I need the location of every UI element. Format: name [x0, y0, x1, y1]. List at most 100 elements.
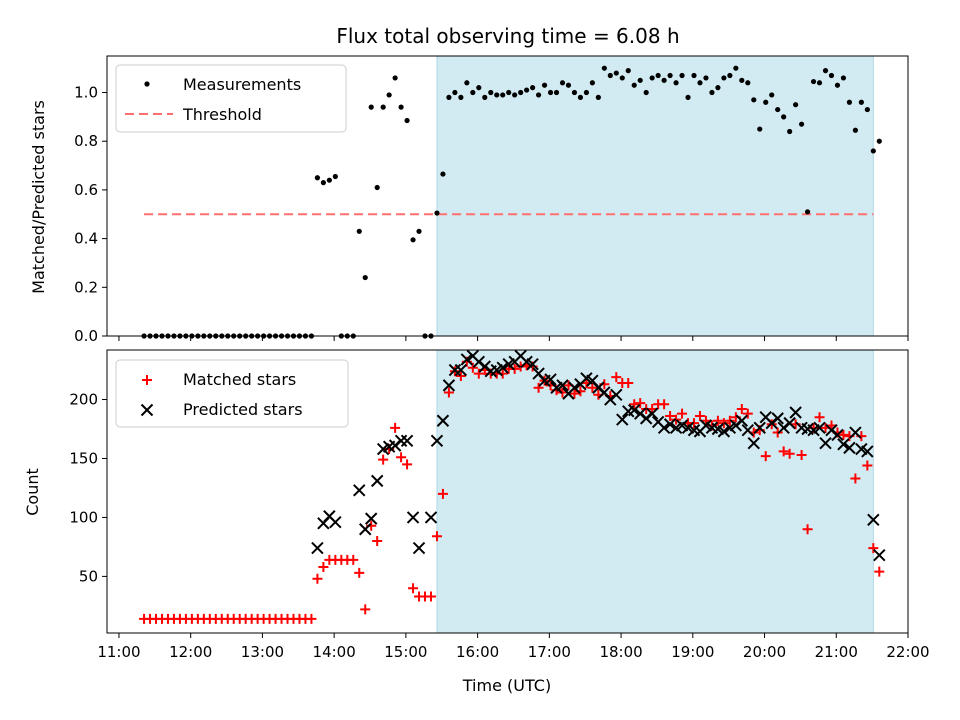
top-ytick-label: 0.2	[74, 278, 98, 296]
measurement-point	[464, 80, 470, 86]
measurement-point	[810, 78, 817, 85]
matched-star-point	[348, 554, 359, 565]
bottom-legend: Matched stars Predicted stars	[115, 359, 349, 428]
matched-star-point	[354, 567, 365, 578]
measurement-point	[613, 70, 619, 76]
matched-star-point	[796, 449, 807, 460]
legend-predicted-marker	[140, 403, 154, 417]
matched-star-point	[874, 566, 885, 577]
xtick-label: 13:00	[241, 643, 284, 661]
predicted-star-point	[442, 379, 456, 392]
predicted-star-point	[645, 407, 659, 420]
measurement-point	[757, 126, 763, 132]
top-ytick-label: 1.0	[74, 84, 98, 102]
xtick-label: 11:00	[97, 643, 140, 661]
legend-predicted-label: Predicted stars	[183, 400, 303, 419]
matched-star-point	[587, 382, 598, 393]
measurement-point	[816, 80, 823, 86]
top-axis-ticks: 0.0 0.2 0.4 0.6 0.8 1.0	[74, 84, 909, 345]
observing-window-span	[436, 349, 874, 634]
predicted-star-point	[789, 406, 802, 419]
matched-stars-series	[139, 356, 885, 624]
measurement-point	[673, 80, 679, 86]
predicted-star-point	[526, 357, 539, 371]
top-ylabel: Matched/Predicted stars	[29, 100, 48, 294]
xtick-label: 22:00	[886, 643, 929, 661]
measurement-point	[637, 77, 643, 83]
measurement-point	[494, 92, 500, 98]
measurement-point	[512, 92, 518, 98]
predicted-star-point	[783, 416, 796, 430]
xtick-label: 19:00	[671, 643, 714, 661]
predicted-star-point	[424, 511, 438, 524]
matched-star-point	[659, 399, 670, 410]
observing-window-span	[436, 55, 874, 337]
measurement-point	[781, 114, 787, 120]
measurement-point	[751, 97, 757, 103]
bottom-ytick-label: 100	[69, 508, 98, 526]
predicted-star-point	[873, 548, 886, 562]
measurement-point	[488, 89, 494, 96]
matched-star-point	[677, 408, 688, 419]
bottom-ylabel: Count	[23, 468, 42, 516]
matched-star-point	[850, 473, 861, 484]
measurement-point	[482, 94, 488, 100]
measurement-point	[398, 104, 404, 110]
measurement-point	[703, 75, 709, 81]
predicted-star-point	[867, 513, 880, 527]
measurement-point	[655, 72, 661, 79]
measurement-point	[577, 94, 584, 100]
measurement-point	[446, 94, 452, 100]
measurement-point	[798, 121, 805, 127]
bottom-axis-ticks: 11:00 12:00 13:00 14:00 15:00 16:00 17:00 18:00…	[69, 391, 929, 661]
measurement-point	[506, 89, 512, 96]
bottom-ytick-label: 200	[69, 391, 98, 409]
measurement-point	[452, 89, 458, 96]
matched-star-point	[402, 459, 413, 470]
matched-star-point	[862, 460, 873, 471]
measurement-point	[840, 75, 847, 81]
matched-star-point	[312, 573, 323, 584]
measurement-point	[709, 89, 715, 96]
measurement-point	[571, 89, 578, 96]
measurement-point	[374, 184, 380, 191]
measurement-point	[601, 65, 607, 71]
measurement-point	[535, 92, 542, 98]
measurement-point	[775, 106, 781, 113]
measurement-point	[416, 228, 422, 234]
bottom-ytick-label: 150	[69, 449, 98, 467]
predicted-star-point	[813, 421, 826, 435]
measurement-point	[822, 68, 829, 74]
predicted-star-point	[861, 445, 874, 458]
predicted-star-point	[747, 436, 760, 450]
measurement-point	[470, 89, 476, 96]
legend-measurements-marker	[144, 81, 150, 87]
measurement-point	[595, 94, 601, 100]
xtick-label: 21:00	[815, 643, 858, 661]
measurement-point	[404, 117, 410, 124]
measurement-point	[518, 89, 524, 96]
predicted-stars-series	[311, 349, 886, 562]
measurement-point	[679, 72, 685, 79]
matched-star-point	[694, 411, 705, 422]
measurement-point	[745, 80, 751, 86]
predicted-star-point	[837, 438, 850, 451]
measurement-point	[846, 99, 853, 105]
measurement-point	[553, 89, 560, 96]
measurement-point	[476, 85, 482, 91]
xtick-label: 15:00	[384, 643, 427, 661]
predicted-star-point	[359, 523, 372, 536]
measurement-point	[458, 94, 464, 100]
predicted-star-point	[311, 541, 324, 555]
measurement-point	[524, 87, 530, 93]
measurement-point	[769, 92, 775, 98]
measurement-point	[864, 106, 870, 113]
legend-measurements-label: Measurements	[183, 75, 301, 94]
predicted-star-point	[406, 511, 420, 524]
predicted-star-point	[496, 361, 509, 374]
predicted-star-point	[616, 413, 629, 426]
predicted-star-point	[843, 441, 856, 455]
matched-star-point	[425, 591, 436, 602]
measurement-point	[547, 89, 554, 96]
predicted-star-point	[556, 379, 569, 392]
